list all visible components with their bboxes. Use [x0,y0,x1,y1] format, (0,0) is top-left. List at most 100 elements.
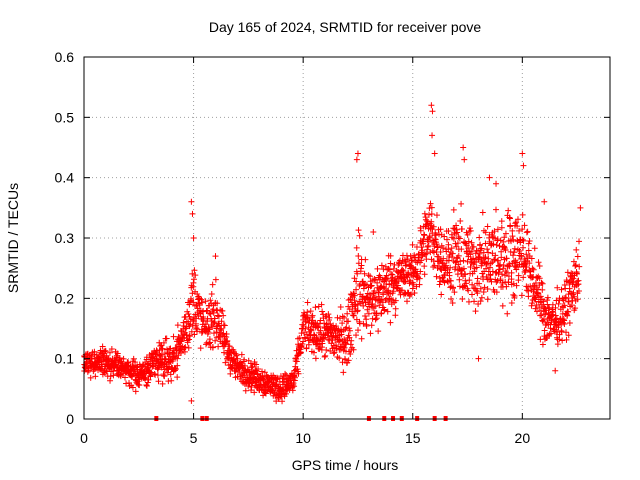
data-point [190,235,197,241]
data-point [450,206,457,213]
data-point [476,234,483,241]
data-point [518,253,525,260]
data-point [404,256,411,263]
data-point [539,280,546,287]
data-point [357,265,364,272]
data-point [342,341,349,348]
data-point [510,252,517,259]
data-point [356,232,363,239]
data-point [209,343,216,350]
data-point [363,316,370,323]
data-point [421,263,428,270]
data-point [523,251,530,258]
data-point [526,238,533,245]
data-point [194,326,201,333]
data-point [255,366,262,373]
data-point [207,297,214,304]
data-point [144,379,151,386]
data-point [468,239,475,246]
data-point [368,282,375,289]
data-point [315,323,322,330]
data-point [238,351,245,358]
data-point [516,247,523,254]
y-tick-label: 0.4 [55,170,75,186]
data-point [533,308,540,315]
data-point [347,351,354,358]
data-point [515,272,522,279]
data-point [550,311,557,318]
data-point [163,335,170,342]
data-point [549,301,556,308]
data-point [429,132,436,139]
data-point [503,283,510,290]
data-point [241,356,248,363]
data-point [330,350,337,357]
data-point [218,325,225,332]
data-point [354,308,361,315]
data-point [472,308,479,315]
data-point [291,373,298,380]
data-point [319,308,326,315]
data-point [222,359,229,366]
data-point [447,277,454,284]
data-point [346,334,353,341]
data-point [259,368,266,375]
data-point [558,286,565,293]
data-point [501,244,508,251]
data-point [570,258,577,265]
data-point [492,252,499,259]
data-point [358,262,365,269]
data-point [482,240,489,247]
data-point [228,349,235,356]
data-point [206,326,213,333]
data-point [409,285,416,292]
data-point [481,284,488,291]
data-point [192,272,199,279]
y-tick-label: 0 [66,411,74,427]
data-point [242,387,249,394]
data-point [525,288,532,295]
data-point [372,316,379,323]
data-point [523,264,530,271]
data-point [224,337,231,344]
data-point [167,345,174,352]
data-point [427,200,434,207]
data-point [360,302,367,309]
data-point [526,260,533,267]
data-point [448,295,455,302]
data-point [544,301,551,308]
data-point [494,236,501,243]
data-point [151,371,158,378]
data-point [345,357,352,364]
data-point [425,242,432,249]
data-point [552,367,559,374]
data-point [339,320,346,327]
data-point [212,253,219,260]
data-point [539,341,546,348]
data-point [341,336,348,343]
data-point [99,343,106,350]
data-point [304,309,311,316]
data-point [532,296,539,303]
data-point [445,227,452,234]
data-point [202,298,209,305]
data-point [223,330,230,337]
data-point [404,298,411,305]
data-point [444,266,451,273]
data-point [246,380,253,387]
data-point [120,355,127,362]
data-point [355,252,362,259]
data-point [129,384,136,391]
data-point [385,265,392,272]
data-point [148,369,155,376]
data-point [221,349,228,356]
data-point [465,238,472,245]
data-point [132,359,139,366]
data-point [303,345,310,352]
data-point [363,322,370,329]
data-point [142,375,149,382]
data-point [414,270,421,277]
data-point [534,286,541,293]
data-point [191,331,198,338]
data-point [424,246,431,253]
